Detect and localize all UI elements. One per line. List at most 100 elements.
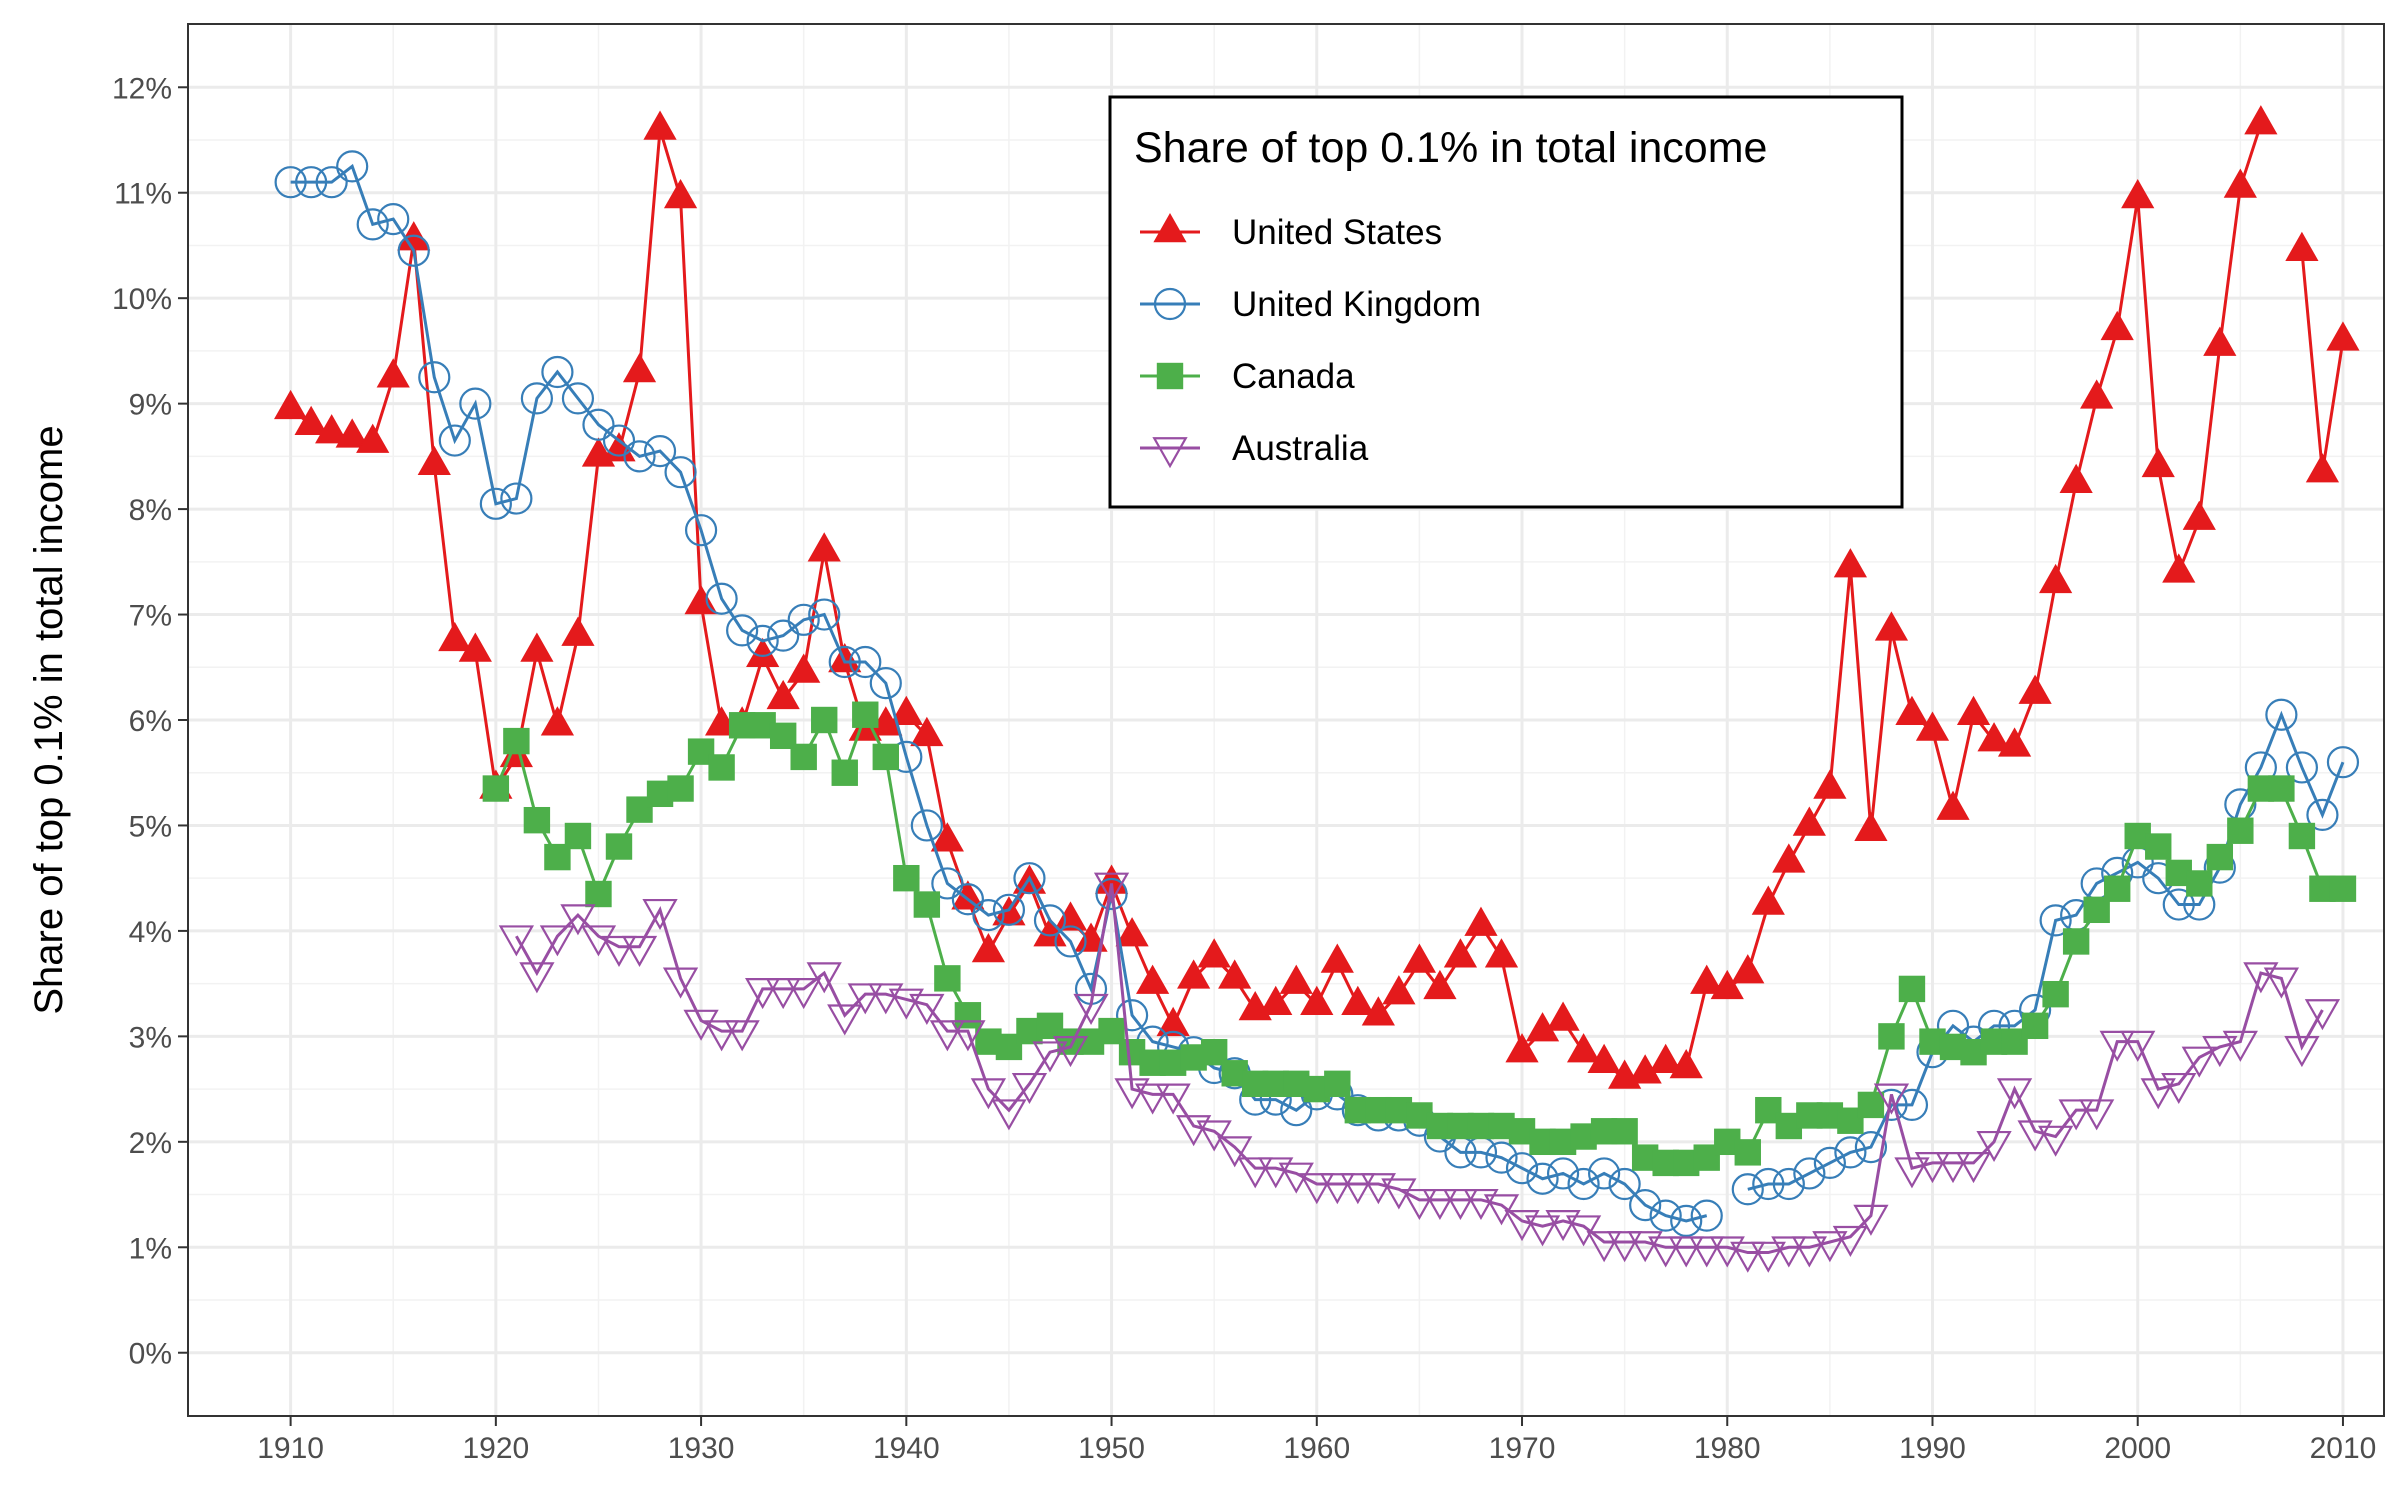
x-axis: 1910 1920 1930 1940 1950 1960 1970 1980 1990 2000… — [257, 1416, 2376, 1465]
australia-point — [1052, 1036, 1089, 1068]
australia-point — [621, 935, 658, 967]
australia-point — [560, 904, 596, 936]
united-kingdom-point — [582, 408, 615, 441]
united-kingdom-point — [1546, 1157, 1580, 1190]
canada-point — [564, 822, 592, 850]
series-canada — [482, 701, 2357, 1177]
australia-point — [827, 1004, 863, 1036]
australia-point — [1422, 1188, 1458, 1221]
united-kingdom-point — [1895, 1088, 1929, 1122]
australia-point — [806, 962, 842, 994]
australia-point — [703, 1020, 740, 1052]
australia-point — [498, 925, 535, 957]
canada-point — [482, 775, 510, 802]
australia-point — [1483, 1194, 1520, 1226]
united-kingdom-point — [910, 809, 943, 842]
y-tick-label: 9% — [129, 389, 172, 422]
y-tick-label: 3% — [129, 1021, 172, 1054]
australia-point — [1360, 1173, 1396, 1205]
united-kingdom-point — [561, 382, 595, 415]
united-states-point — [807, 532, 841, 562]
canada-point — [523, 806, 551, 834]
x-tick-label: 1990 — [1899, 1432, 1966, 1465]
australia-point — [519, 962, 555, 994]
united-kingdom-point — [726, 614, 759, 647]
united-states-point — [1977, 722, 2011, 752]
united-kingdom-point — [1033, 904, 1067, 937]
united-states-point — [1443, 938, 1478, 968]
y-tick-label: 1% — [129, 1232, 172, 1265]
canada-point — [2042, 980, 2069, 1008]
united-states-point — [971, 932, 1006, 963]
united-kingdom-line — [290, 163, 2345, 1223]
united-states-point — [643, 110, 677, 140]
united-kingdom-point — [520, 382, 553, 415]
united-kingdom-point — [787, 603, 820, 636]
canada-point — [893, 864, 920, 892]
legend-marker-canada — [1156, 362, 1184, 390]
united-states-point — [1259, 985, 1293, 1015]
y-tick-label: 7% — [129, 600, 172, 633]
united-kingdom-point — [1054, 925, 1087, 958]
united-states-point — [1936, 790, 1970, 820]
australia-point — [786, 978, 822, 1010]
australia-point — [1976, 1130, 2012, 1163]
united-kingdom-point — [2162, 888, 2195, 921]
australia-point — [1996, 1078, 2033, 1110]
x-tick-label: 1950 — [1078, 1432, 1145, 1465]
canada-point — [2103, 875, 2131, 902]
united-kingdom-point — [274, 166, 307, 199]
canada-point — [1878, 1023, 1905, 1050]
united-kingdom-point — [2039, 904, 2072, 937]
australia-point — [909, 993, 945, 1025]
canada-point — [1898, 975, 1926, 1003]
australia-point — [2181, 1046, 2217, 1078]
united-states-point — [2203, 326, 2237, 356]
canada-point — [1734, 1139, 1761, 1166]
united-states-point — [540, 706, 575, 736]
australia-point — [888, 988, 924, 1020]
australia-point — [1689, 1236, 1725, 1268]
australia-point — [2079, 1099, 2115, 1131]
united-kingdom-point — [623, 440, 656, 473]
canada-point — [708, 754, 735, 781]
united-kingdom-point — [849, 645, 882, 679]
canada-point — [605, 833, 633, 860]
united-states-point — [2305, 453, 2340, 483]
united-kingdom-point — [377, 202, 410, 236]
australia-point — [2243, 962, 2279, 994]
united-states-point — [438, 621, 472, 652]
australia-point — [2284, 1036, 2320, 1068]
united-kingdom-point — [746, 624, 779, 658]
united-states-point — [1156, 1006, 1190, 1037]
australia-point — [1114, 1078, 1150, 1110]
united-states-point — [1464, 906, 1498, 936]
y-tick-label: 5% — [129, 810, 172, 843]
legend-label-united-states: United States — [1232, 213, 1442, 252]
united-kingdom-point — [684, 514, 718, 547]
united-states-point — [2100, 310, 2134, 341]
united-kingdom-point — [1013, 862, 1046, 895]
australia-point — [1730, 1241, 1766, 1273]
united-kingdom-point — [295, 166, 328, 199]
australia-point — [1606, 1231, 1643, 1263]
australia-point — [1299, 1173, 1335, 1205]
united-states-point — [1177, 959, 1211, 989]
australia-point — [1319, 1173, 1355, 1205]
united-states-point — [663, 178, 698, 209]
australia-point — [1709, 1236, 1745, 1268]
x-tick-label: 1920 — [462, 1432, 529, 1465]
united-states-point — [294, 405, 328, 435]
united-states-point — [335, 418, 369, 448]
y-tick-label: 2% — [129, 1127, 172, 1160]
legend-label-united-kingdom: United Kingdom — [1232, 285, 1481, 324]
australia-point — [1134, 1083, 1171, 1115]
x-tick-label: 1960 — [1283, 1432, 1350, 1465]
canada-point — [1857, 1091, 1885, 1119]
united-states-point — [1956, 695, 1991, 725]
united-kingdom-point — [1793, 1157, 1826, 1190]
united-states-point — [376, 358, 410, 388]
australia-point — [1032, 1041, 1068, 1073]
australia-point — [2017, 1120, 2053, 1152]
united-states-point — [1669, 1048, 1703, 1079]
